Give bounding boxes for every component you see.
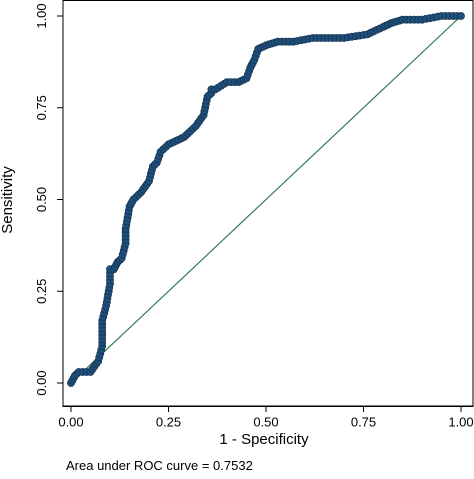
- x-tick-label: 0.25: [156, 415, 181, 430]
- reference-line: [70, 15, 462, 384]
- series-layer: [67, 12, 465, 387]
- x-tick-label: 1.00: [448, 415, 473, 430]
- y-tick-label: 0.00: [34, 370, 49, 395]
- x-tick-label: 0.50: [253, 415, 278, 430]
- x-tick-label: 0.00: [58, 415, 83, 430]
- x-axis-ticks: 0.00 0.25 0.50 0.75 1.00: [58, 406, 474, 430]
- roc-point: [457, 12, 465, 20]
- y-tick-label: 0.50: [34, 187, 49, 212]
- x-tick-label: 0.75: [351, 415, 376, 430]
- y-axis-title: Sensitivity: [0, 166, 16, 234]
- y-axis-ticks: 0.00 0.25 0.50 0.75 1.00: [34, 3, 63, 396]
- y-tick-label: 0.25: [34, 279, 49, 304]
- y-tick-label: 0.75: [34, 95, 49, 120]
- y-tick-label: 1.00: [34, 3, 49, 28]
- x-axis-title: 1 - Specificity: [219, 431, 309, 448]
- auc-annotation: Area under ROC curve = 0.7532: [66, 458, 253, 473]
- plot-frame: [62, 0, 474, 407]
